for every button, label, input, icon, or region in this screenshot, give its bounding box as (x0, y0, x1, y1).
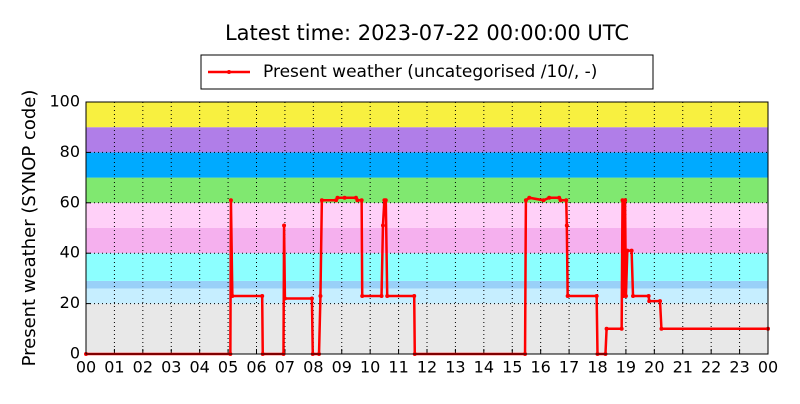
x-tick-label: 04 (189, 358, 209, 377)
x-tick-label: 16 (530, 358, 550, 377)
data-point (623, 198, 628, 203)
data-point (558, 198, 563, 203)
data-point (335, 195, 340, 200)
x-tick-label: 05 (218, 358, 238, 377)
legend-label: Present weather (uncategorised /10/, -) (263, 62, 597, 82)
x-tick-label: 18 (587, 358, 607, 377)
data-point (565, 294, 570, 299)
y-tick-label: 60 (60, 192, 80, 211)
x-tick-label: 10 (360, 358, 380, 377)
data-point (385, 294, 390, 299)
data-point (260, 294, 265, 299)
x-tick-label: 21 (673, 358, 693, 377)
band (86, 280, 768, 289)
data-point (658, 299, 663, 304)
data-point (547, 195, 552, 200)
x-tick-label: 22 (701, 358, 721, 377)
x-tick-label: 01 (104, 358, 124, 377)
data-point (380, 223, 385, 228)
data-point (342, 195, 347, 200)
data-point (309, 296, 314, 301)
band (86, 228, 768, 254)
x-tick-label: 19 (616, 358, 636, 377)
data-point (383, 198, 388, 203)
band (86, 127, 768, 153)
data-point (564, 198, 569, 203)
data-point (629, 248, 634, 253)
data-point (228, 198, 233, 203)
data-point (282, 296, 287, 301)
y-tick-label: 80 (60, 142, 80, 161)
data-point (319, 198, 324, 203)
data-point (619, 326, 624, 331)
data-point (659, 326, 664, 331)
data-point (541, 198, 546, 203)
data-point (646, 294, 651, 299)
data-point (412, 294, 417, 299)
y-tick-label: 40 (60, 243, 80, 262)
data-point (594, 294, 599, 299)
x-tick-label: 06 (246, 358, 266, 377)
x-tick-label: 00 (758, 358, 778, 377)
data-point (623, 294, 628, 299)
legend-marker (227, 70, 231, 74)
x-tick-label: 12 (417, 358, 437, 377)
x-tick-label: 15 (502, 358, 522, 377)
x-tick-label: 00 (76, 358, 96, 377)
data-point (625, 248, 630, 253)
data-point (230, 294, 235, 299)
chart-title: Latest time: 2023-07-22 00:00:00 UTC (225, 21, 629, 45)
x-tick-label: 17 (559, 358, 579, 377)
data-point (523, 198, 528, 203)
legend-box (200, 54, 654, 90)
data-point (355, 198, 360, 203)
x-tick-label: 08 (303, 358, 323, 377)
y-tick-label: 20 (60, 293, 80, 312)
data-point (359, 198, 364, 203)
x-tick-label: 14 (474, 358, 494, 377)
x-tick-label: 03 (161, 358, 181, 377)
data-point (360, 294, 365, 299)
band (86, 303, 768, 354)
x-tick-label: 02 (133, 358, 153, 377)
data-point (318, 294, 323, 299)
x-tick-label: 20 (644, 358, 664, 377)
y-tick-label: 0 (70, 344, 80, 363)
x-tick-label: 07 (275, 358, 295, 377)
y-tick-label: 100 (49, 92, 80, 111)
x-tick-label: 23 (729, 358, 749, 377)
data-point (647, 299, 652, 304)
band (86, 152, 768, 178)
y-axis-label: Present weather (SYNOP code) (19, 90, 40, 367)
data-point (564, 223, 569, 228)
x-tick-label: 09 (332, 358, 352, 377)
data-point (527, 195, 532, 200)
plot-frame (85, 101, 769, 355)
x-tick-label: 11 (388, 358, 408, 377)
data-point (379, 294, 384, 299)
x-tick-label: 13 (445, 358, 465, 377)
data-point (604, 326, 609, 331)
data-point (282, 223, 287, 228)
data-point (631, 294, 636, 299)
band (86, 253, 768, 281)
